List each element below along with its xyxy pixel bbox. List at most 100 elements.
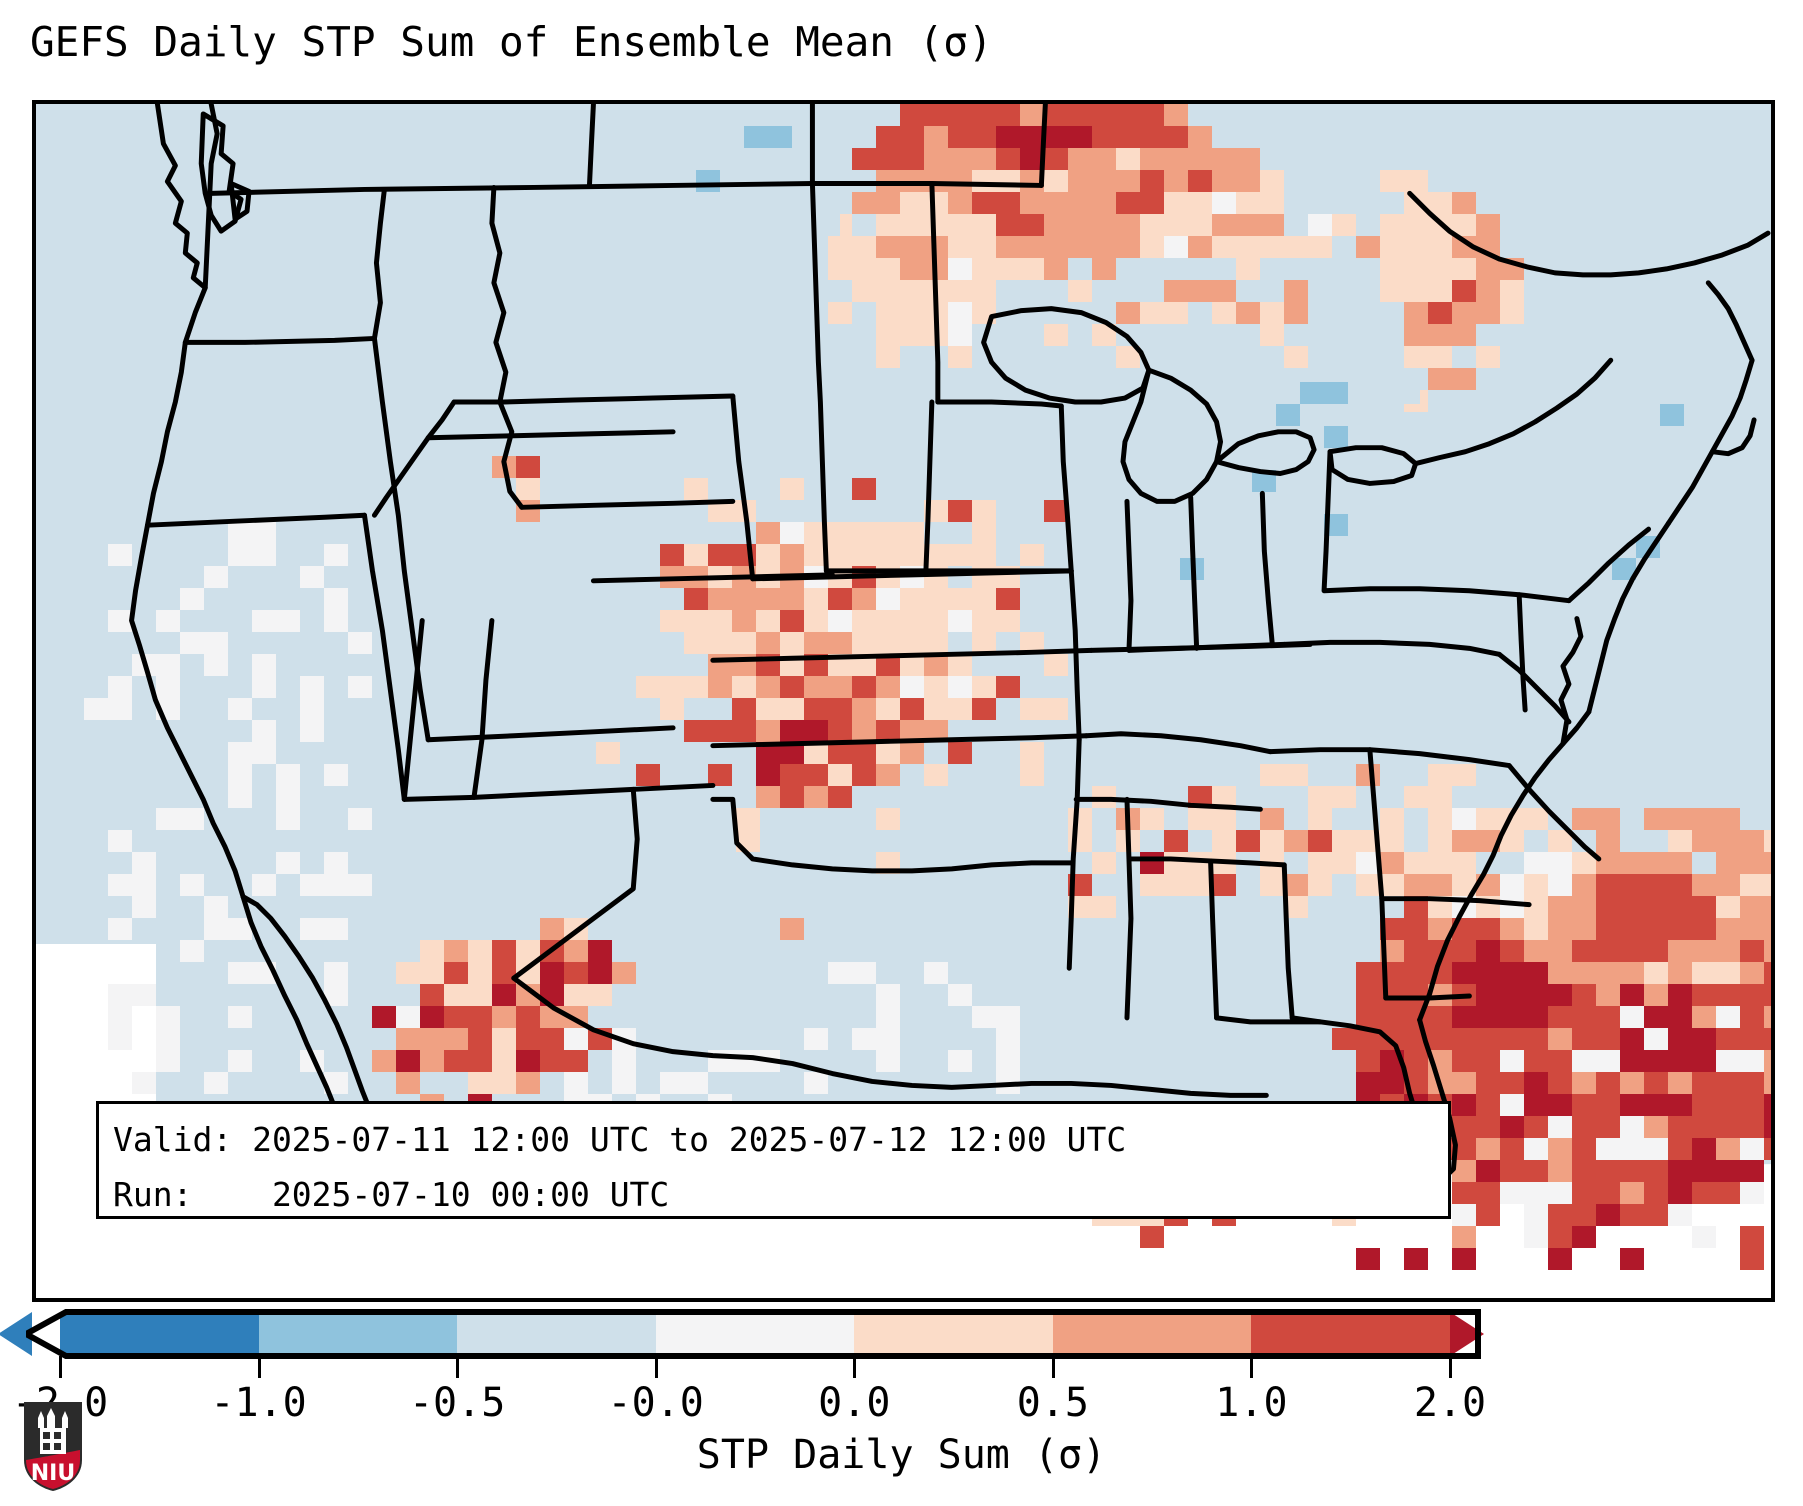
heatmap-cell — [1524, 874, 1548, 896]
heatmap-cell — [1668, 1094, 1692, 1116]
heatmap-cell — [396, 1028, 420, 1050]
heatmap-cell — [1428, 786, 1452, 808]
heatmap-cell — [1308, 808, 1332, 830]
heatmap-cell — [948, 258, 972, 280]
heatmap-cell — [876, 324, 900, 346]
heatmap-cell — [492, 984, 516, 1006]
map-canvas: Valid: 2025-07-11 12:00 UTC to 2025-07-1… — [36, 104, 1771, 1298]
heatmap-cell — [540, 1028, 564, 1050]
heatmap-cell — [1644, 874, 1668, 896]
heatmap-cell — [1324, 426, 1348, 448]
heatmap-cell — [468, 1028, 492, 1050]
heatmap-cell — [708, 610, 732, 632]
heatmap-cell — [1140, 192, 1164, 214]
heatmap-cell — [876, 280, 900, 302]
heatmap-cell — [1428, 258, 1452, 280]
heatmap-cell — [1524, 1028, 1548, 1050]
heatmap-cell — [1188, 236, 1212, 258]
heatmap-cell — [1524, 1006, 1548, 1028]
heatmap-cell — [1164, 126, 1188, 148]
heatmap-cell — [852, 654, 876, 676]
heatmap-cell — [1164, 192, 1188, 214]
heatmap-cell — [324, 1072, 348, 1094]
heatmap-cell — [1740, 1028, 1764, 1050]
heatmap-cell — [756, 786, 780, 808]
heatmap-cell — [1284, 302, 1308, 324]
heatmap-cell — [1500, 1006, 1524, 1028]
heatmap-cell — [228, 786, 252, 808]
heatmap-cell — [1116, 148, 1140, 170]
colorbar-tick — [257, 1356, 261, 1378]
heatmap-cell — [1092, 148, 1116, 170]
heatmap-cell — [508, 434, 532, 456]
heatmap-cell — [972, 500, 996, 522]
heatmap-cell — [1476, 280, 1500, 302]
colorbar-tick — [853, 1356, 857, 1378]
colorbar-tick — [1051, 1356, 1055, 1378]
heatmap-cell — [1212, 214, 1236, 236]
heatmap-cell — [1572, 1050, 1596, 1072]
heatmap-cell — [1668, 1116, 1692, 1138]
heatmap-cell — [1524, 896, 1548, 918]
heatmap-cell — [1596, 984, 1620, 1006]
heatmap-cell — [1164, 214, 1188, 236]
heatmap-cell — [948, 126, 972, 148]
heatmap-cell — [1548, 1248, 1572, 1270]
heatmap-cell — [228, 522, 252, 544]
heatmap-cell — [900, 214, 924, 236]
heatmap-cell — [900, 588, 924, 610]
heatmap-cell — [252, 742, 276, 764]
colorbar-extend-left — [0, 1312, 32, 1356]
heatmap-cell — [732, 610, 756, 632]
heatmap-cell — [564, 984, 588, 1006]
heatmap-cell — [1236, 302, 1260, 324]
heatmap-cell — [1140, 214, 1164, 236]
heatmap-cell — [1740, 1006, 1764, 1028]
heatmap-cell — [660, 610, 684, 632]
heatmap-cell — [660, 676, 684, 698]
heatmap-cell — [1500, 918, 1524, 940]
heatmap-cell — [1260, 808, 1284, 830]
heatmap-cell — [1020, 192, 1044, 214]
heatmap-cell — [1212, 280, 1236, 302]
colorbar-tick — [654, 1356, 658, 1378]
heatmap-cell — [876, 148, 900, 170]
heatmap-cell — [1324, 382, 1348, 404]
heatmap-cell — [1188, 874, 1212, 896]
heatmap-cell — [972, 610, 996, 632]
heatmap-cell — [1716, 1182, 1740, 1204]
heatmap-cell — [1404, 214, 1428, 236]
heatmap-cell — [1452, 1072, 1476, 1094]
heatmap-cell — [780, 698, 804, 720]
heatmap-cell — [768, 126, 792, 148]
heatmap-cell — [1476, 918, 1500, 940]
heatmap-cell — [828, 522, 852, 544]
heatmap-cell — [1548, 1138, 1572, 1160]
heatmap-cell — [1476, 1028, 1500, 1050]
heatmap-cell — [444, 984, 468, 1006]
heatmap-cell — [1620, 1116, 1644, 1138]
heatmap-cell — [1524, 1226, 1548, 1248]
heatmap-cell — [516, 478, 540, 500]
heatmap-cell — [924, 214, 948, 236]
heatmap-cell — [204, 896, 228, 918]
heatmap-cell — [1044, 148, 1068, 170]
heatmap-cell — [996, 1050, 1020, 1072]
heatmap-cell — [396, 1072, 420, 1094]
heatmap-cell — [1548, 1204, 1572, 1226]
heatmap-cell — [132, 896, 156, 918]
heatmap-cell — [276, 852, 300, 874]
heatmap-cell — [996, 192, 1020, 214]
heatmap-cell — [1116, 126, 1140, 148]
heatmap-cell — [1572, 1116, 1596, 1138]
heatmap-cell — [876, 1006, 900, 1028]
heatmap-cell — [876, 764, 900, 786]
heatmap-cell — [564, 1050, 588, 1072]
heatmap-cell — [948, 302, 972, 324]
colorbar-segment-0 — [60, 1312, 259, 1356]
heatmap-cell — [996, 126, 1020, 148]
colorbar-tick-label: -0.0 — [607, 1380, 704, 1426]
heatmap-cell — [1476, 1116, 1500, 1138]
heatmap-cell — [1716, 962, 1740, 984]
heatmap-cell — [900, 236, 924, 258]
